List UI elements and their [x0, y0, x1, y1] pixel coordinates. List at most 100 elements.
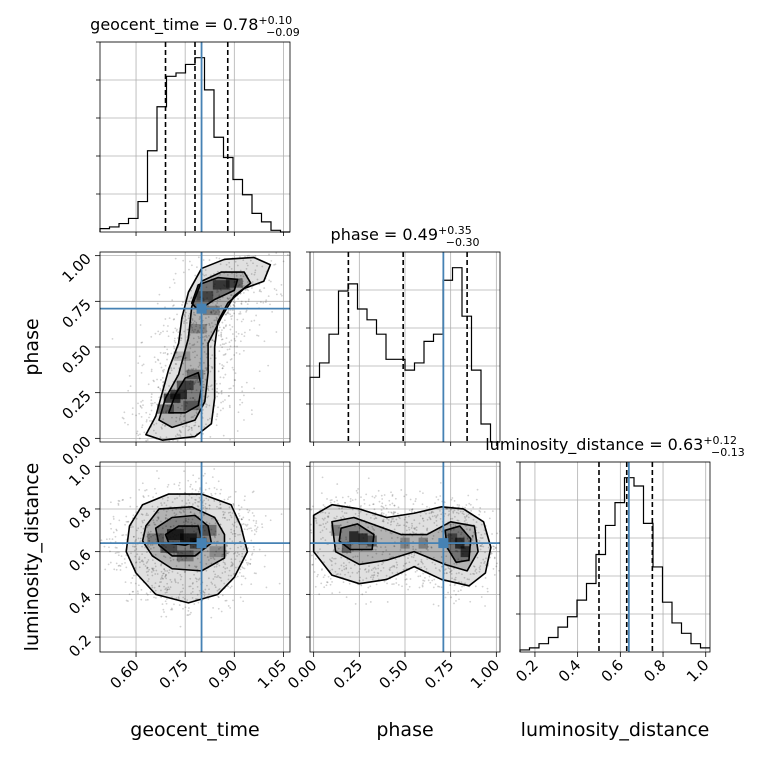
sample-point: [192, 587, 194, 590]
sample-point: [163, 568, 166, 571]
sample-point: [170, 581, 173, 583]
sample-point: [422, 525, 425, 528]
sample-point: [252, 262, 254, 265]
sample-point: [168, 569, 171, 572]
sample-point: [425, 539, 427, 541]
sample-point: [384, 504, 387, 507]
sample-point: [226, 519, 229, 521]
sample-point: [174, 327, 177, 330]
sample-point: [169, 578, 172, 581]
sample-point: [204, 402, 207, 405]
sample-point: [131, 545, 134, 548]
sample-point: [151, 584, 153, 587]
sample-point: [204, 588, 207, 591]
sample-point: [166, 486, 169, 488]
sample-point: [208, 588, 210, 591]
sample-point: [389, 503, 391, 506]
sample-point: [439, 495, 442, 497]
sample-point: [219, 507, 222, 510]
sample-point: [189, 433, 192, 436]
sample-point: [162, 381, 165, 383]
sample-point: [382, 561, 385, 564]
sample-point: [232, 524, 235, 527]
sample-point: [187, 369, 190, 372]
sample-point: [132, 535, 135, 538]
sample-point: [222, 365, 225, 368]
sample-point: [241, 566, 244, 568]
sample-point: [218, 362, 221, 365]
sample-point: [136, 590, 139, 593]
sample-point: [108, 546, 110, 549]
sample-point: [137, 592, 139, 595]
sample-point: [170, 367, 173, 370]
sample-point: [203, 274, 206, 277]
sample-point: [400, 540, 402, 543]
sample-point: [155, 569, 158, 572]
sample-point: [390, 520, 393, 523]
sample-point: [162, 330, 164, 333]
sample-point: [232, 563, 234, 566]
sample-point: [494, 547, 497, 550]
sample-point: [227, 552, 230, 555]
sample-point: [188, 312, 191, 315]
sample-point: [179, 508, 182, 510]
sample-point: [210, 365, 213, 368]
sample-point: [202, 259, 205, 261]
sample-point: [153, 596, 155, 599]
sample-point: [450, 596, 453, 599]
sample-point: [160, 504, 163, 507]
sample-point: [406, 544, 409, 547]
sample-point: [202, 389, 204, 392]
sample-point: [155, 538, 158, 541]
sample-point: [202, 432, 204, 435]
sample-point: [253, 548, 255, 551]
sample-point: [463, 520, 466, 523]
sample-point: [233, 521, 236, 524]
sample-point: [365, 603, 368, 605]
sample-point: [488, 517, 491, 520]
sample-point: [193, 375, 196, 378]
sample-point: [404, 516, 407, 519]
sample-point: [184, 570, 187, 573]
sample-point: [475, 526, 478, 529]
sample-point: [223, 562, 226, 564]
sample-point: [453, 602, 455, 605]
sample-point: [413, 527, 415, 530]
sample-point: [445, 507, 448, 510]
sample-point: [203, 361, 205, 364]
sample-point: [165, 409, 168, 412]
sample-point: [205, 367, 208, 369]
sample-point: [421, 503, 424, 506]
sample-point: [336, 483, 339, 485]
sample-point: [331, 592, 334, 594]
sample-point: [202, 514, 205, 517]
sample-point: [484, 532, 486, 535]
sample-point: [271, 310, 274, 313]
sample-point: [453, 578, 456, 581]
sample-point: [315, 517, 318, 520]
histogram-step: [99, 57, 290, 233]
hist-panel-geocent_time: geocent_time = 0.78+0.10 −0.09: [90, 14, 300, 233]
sample-point: [165, 587, 168, 590]
sample-point: [413, 528, 416, 531]
sample-point: [234, 558, 237, 561]
density-cell: [199, 524, 217, 536]
sample-point: [363, 502, 366, 505]
sample-point: [246, 523, 249, 526]
sample-point: [148, 533, 151, 536]
sample-point: [372, 514, 374, 516]
sample-point: [206, 507, 209, 510]
sample-point: [475, 568, 477, 571]
sample-point: [253, 319, 256, 322]
sample-point: [434, 583, 437, 586]
sample-point: [203, 529, 206, 532]
sample-point: [147, 534, 149, 536]
sample-point: [468, 578, 470, 581]
sample-point: [423, 565, 426, 568]
sample-point: [326, 581, 328, 583]
sample-point: [223, 498, 226, 501]
sample-point: [181, 552, 184, 555]
sample-point: [377, 489, 380, 492]
sample-point: [187, 315, 190, 317]
sample-point: [124, 421, 126, 424]
